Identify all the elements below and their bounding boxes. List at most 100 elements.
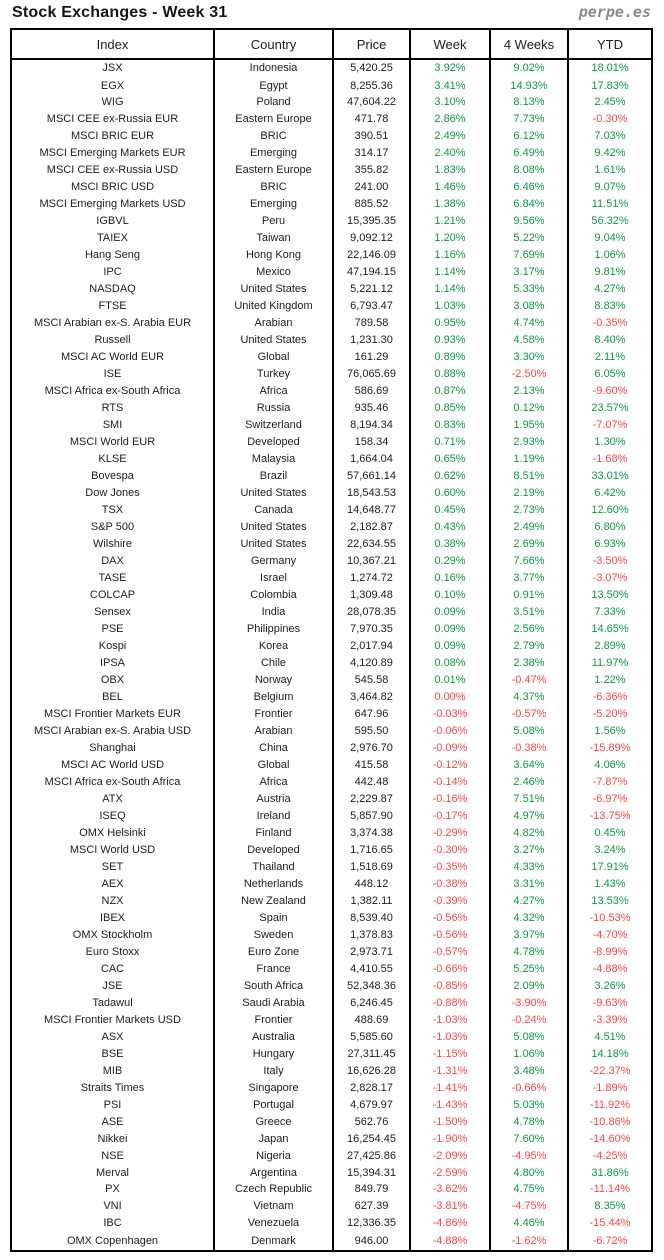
4weeks-cell: 2.49%: [489, 519, 569, 537]
week-cell: -0.17%: [409, 807, 491, 825]
4weeks-cell: 14.93%: [489, 77, 569, 95]
index-cell: JSX: [10, 59, 215, 78]
table-row: SET Thailand 1,518.69 -0.35% 4.33% 17.91%: [10, 858, 653, 876]
country-cell: Malaysia: [213, 451, 334, 469]
index-cell: Merval: [10, 1164, 215, 1182]
index-cell: OMX Copenhagen: [10, 1232, 215, 1251]
ytd-cell: -3.39%: [567, 1011, 653, 1029]
week-cell: 0.71%: [409, 434, 491, 452]
ytd-cell: 6.05%: [567, 366, 653, 384]
table-row: NSE Nigeria 27,425.86 -2.09% -4.95% -4.25%: [10, 1147, 653, 1165]
week-cell: -2.09%: [409, 1147, 491, 1165]
index-cell: Hang Seng: [10, 247, 215, 265]
ytd-cell: -7.07%: [567, 417, 653, 435]
week-cell: 2.86%: [409, 111, 491, 129]
ytd-cell: 8.35%: [567, 1198, 653, 1216]
index-cell: KLSE: [10, 451, 215, 469]
page-title: Stock Exchanges - Week 31: [12, 4, 228, 21]
table-row: OMX Stockholm Sweden 1,378.83 -0.56% 3.97% -4…: [10, 926, 653, 944]
4weeks-cell: 4.33%: [489, 858, 569, 876]
price-cell: 5,221.12: [332, 281, 411, 299]
table-row: IPSA Chile 4,120.89 0.08% 2.38% 11.97%: [10, 654, 653, 672]
week-cell: -4.86%: [409, 1215, 491, 1233]
table-row: MSCI AC World EUR Global 161.29 0.89% 3.30% 2…: [10, 349, 653, 367]
table-row: Tadawul Saudi Arabia 6,246.45 -0.88% -3.90% -…: [10, 994, 653, 1012]
ytd-cell: 9.07%: [567, 179, 653, 197]
table-row: PSE Philippines 7,970.35 0.09% 2.56% 14.65%: [10, 621, 653, 638]
table-row: MSCI CEE ex-Russia USD Eastern Europe 355.…: [10, 162, 653, 180]
table-row: OMX Helsinki Finland 3,374.38 -0.29% 4.82% 0.…: [10, 824, 653, 842]
country-cell: Arabian: [213, 722, 334, 740]
price-cell: 5,857.90: [332, 807, 411, 825]
price-cell: 7,970.35: [332, 621, 411, 638]
4weeks-cell: 2.73%: [489, 502, 569, 520]
ytd-cell: 1.61%: [567, 162, 653, 180]
ytd-cell: 9.81%: [567, 264, 653, 282]
country-cell: United States: [213, 332, 334, 350]
table-row: MSCI Arabian ex-S. Arabia USD Arabian 595.…: [10, 722, 653, 740]
4weeks-cell: 3.30%: [489, 349, 569, 367]
table-row: TASE Israel 1,274.72 0.16% 3.77% -3.07%: [10, 570, 653, 588]
ytd-cell: -6.36%: [567, 688, 653, 706]
ytd-cell: 7.03%: [567, 128, 653, 146]
price-cell: 2,017.94: [332, 638, 411, 655]
index-cell: WIG: [10, 94, 215, 112]
4weeks-cell: -4.75%: [489, 1198, 569, 1216]
country-cell: Australia: [213, 1028, 334, 1046]
table-row: ISEQ Ireland 5,857.90 -0.17% 4.97% -13.75%: [10, 807, 653, 825]
4weeks-cell: 2.38%: [489, 654, 569, 672]
price-cell: 1,716.65: [332, 841, 411, 859]
table-row: Dow Jones United States 18,543.53 0.60% 2.19…: [10, 485, 653, 503]
4weeks-cell: -2.50%: [489, 366, 569, 384]
country-cell: Canada: [213, 502, 334, 520]
table-row: AEX Netherlands 448.12 -0.38% 3.31% 1.43%: [10, 875, 653, 893]
table-row: Merval Argentina 15,394.31 -2.59% 4.80% 31.86…: [10, 1164, 653, 1182]
country-cell: Turkey: [213, 366, 334, 384]
table-row: MSCI Emerging Markets USD Emerging 885.52 1…: [10, 196, 653, 214]
4weeks-cell: 2.13%: [489, 383, 569, 401]
price-cell: 4,679.97: [332, 1096, 411, 1114]
table-row: BEL Belgium 3,464.82 0.00% 4.37% -6.36%: [10, 688, 653, 706]
ytd-cell: 33.01%: [567, 468, 653, 486]
country-cell: Eastern Europe: [213, 111, 334, 129]
ytd-cell: 17.83%: [567, 77, 653, 95]
4weeks-cell: -0.57%: [489, 705, 569, 723]
country-cell: Saudi Arabia: [213, 994, 334, 1012]
ytd-cell: -9.60%: [567, 383, 653, 401]
price-cell: 22,634.55: [332, 536, 411, 554]
country-cell: Brazil: [213, 468, 334, 486]
price-cell: 1,231.30: [332, 332, 411, 350]
index-cell: MSCI Emerging Markets USD: [10, 196, 215, 214]
index-cell: OMX Stockholm: [10, 926, 215, 944]
ytd-cell: 11.51%: [567, 196, 653, 214]
table-row: MIB Italy 16,626.28 -1.31% 3.48% -22.37%: [10, 1062, 653, 1080]
week-cell: 1.21%: [409, 213, 491, 231]
price-cell: 314.17: [332, 145, 411, 163]
4weeks-cell: 5.08%: [489, 1028, 569, 1046]
ytd-cell: 6.80%: [567, 519, 653, 537]
week-cell: -0.14%: [409, 773, 491, 791]
week-cell: -0.30%: [409, 841, 491, 859]
4weeks-cell: 7.69%: [489, 247, 569, 265]
4weeks-cell: 4.78%: [489, 943, 569, 961]
country-cell: Ireland: [213, 807, 334, 825]
country-cell: Philippines: [213, 621, 334, 638]
ytd-cell: -5.20%: [567, 705, 653, 723]
table-row: OBX Norway 545.58 0.01% -0.47% 1.22%: [10, 671, 653, 689]
price-cell: 47,194.15: [332, 264, 411, 282]
table-row: Bovespa Brazil 57,661.14 0.62% 8.51% 33.01%: [10, 468, 653, 486]
index-cell: AEX: [10, 875, 215, 893]
week-cell: -1.15%: [409, 1045, 491, 1063]
4weeks-cell: 3.51%: [489, 604, 569, 622]
price-cell: 27,311.45: [332, 1045, 411, 1063]
country-cell: Austria: [213, 790, 334, 808]
index-cell: PX: [10, 1181, 215, 1199]
country-cell: Vietnam: [213, 1198, 334, 1216]
ytd-cell: 4.27%: [567, 281, 653, 299]
week-cell: -0.12%: [409, 756, 491, 774]
week-cell: 0.43%: [409, 519, 491, 537]
week-cell: -0.56%: [409, 926, 491, 944]
country-cell: Developed: [213, 841, 334, 859]
week-cell: -1.90%: [409, 1130, 491, 1148]
index-cell: FTSE: [10, 298, 215, 316]
